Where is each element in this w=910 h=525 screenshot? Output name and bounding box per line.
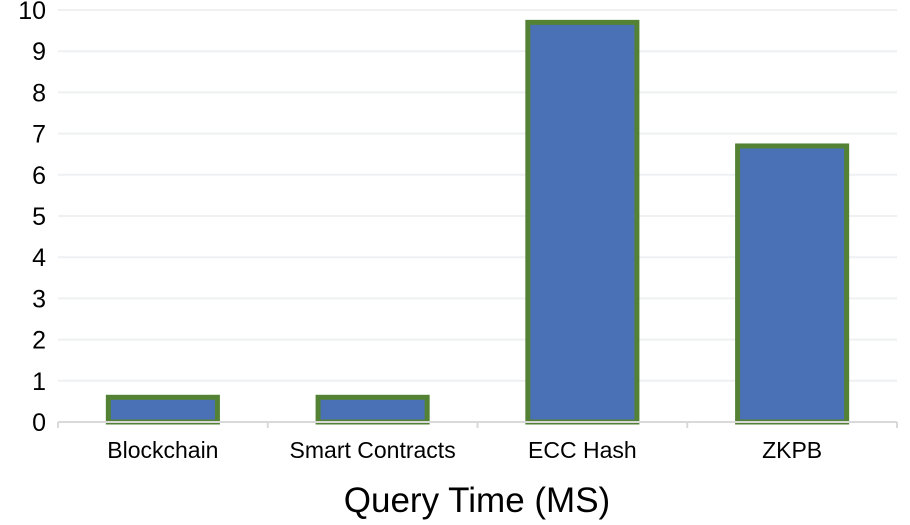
x-tick-label: Blockchain (107, 437, 218, 463)
y-tick-label: 1 (32, 368, 46, 396)
y-axis-ticks: 0 1 2 3 4 5 6 7 8 9 10 (18, 0, 46, 437)
bar-blockchain (105, 394, 220, 425)
y-tick-label: 9 (32, 38, 46, 66)
x-tick-label: ZKPB (762, 437, 822, 463)
y-tick-label: 0 (32, 409, 46, 437)
bar-ecc-hash (525, 19, 640, 425)
y-tick-label: 2 (32, 327, 46, 355)
bar-zkpb (735, 143, 850, 425)
bars (105, 19, 850, 425)
x-axis-title: Query Time (MS) (344, 481, 610, 520)
y-tick-label: 4 (32, 244, 46, 272)
x-tick-label: Smart Contracts (290, 437, 456, 463)
y-tick-label: 6 (32, 162, 46, 190)
y-tick-label: 5 (32, 203, 46, 231)
gridlines (58, 9, 897, 382)
y-tick-label: 8 (32, 79, 46, 107)
bar-smart-contracts (315, 394, 430, 425)
y-tick-label: 7 (32, 121, 46, 149)
x-tick-label: ECC Hash (528, 437, 637, 463)
x-axis-ticks: Blockchain Smart Contracts ECC Hash ZKPB (57, 422, 898, 463)
y-tick-label: 3 (32, 285, 46, 313)
y-tick-label: 10 (18, 0, 46, 25)
